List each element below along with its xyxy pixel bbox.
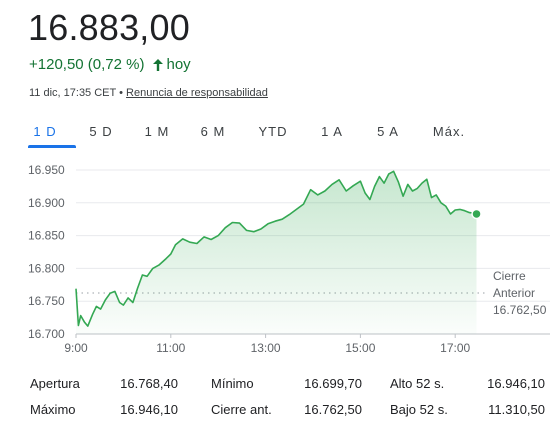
- tab-1d[interactable]: 1 D: [33, 124, 57, 139]
- stat-value-minimo: 16.699,70: [304, 376, 362, 391]
- y-tick-label: 16.700: [28, 327, 65, 341]
- x-tick-label: 11:00: [156, 341, 185, 355]
- price-change: +120,50 (0,72 %) hoy: [29, 56, 191, 73]
- stat-label-maximo: Máximo: [30, 402, 76, 417]
- stat-label-minimo: Mínimo: [211, 376, 254, 391]
- separator: •: [119, 87, 123, 99]
- x-tick-label: 9:00: [64, 341, 88, 355]
- x-tick-label: 15:00: [345, 341, 375, 355]
- y-axis: 16.950 16.900 16.850 16.800 16.750 16.700: [28, 163, 65, 341]
- price-chart[interactable]: 16.950 16.900 16.850 16.800 16.750 16.700 9:0…: [0, 150, 559, 360]
- tab-5a[interactable]: 5 A: [377, 124, 399, 139]
- change-period: hoy: [166, 56, 191, 73]
- tab-1a[interactable]: 1 A: [321, 124, 343, 139]
- change-amount: +120,50 (0,72 %): [29, 56, 145, 73]
- disclaimer-link[interactable]: Renuncia de responsabilidad: [126, 87, 268, 99]
- prev-close-value: 16.762,50: [493, 303, 547, 317]
- range-tabs: 1 D 5 D 1 M 6 M YTD 1 A 5 A Máx.: [28, 118, 548, 148]
- stats-row-1: Apertura 16.768,40 Mínimo 16.699,70 Alto…: [30, 376, 545, 396]
- y-tick-label: 16.900: [28, 196, 65, 210]
- stat-label-apertura: Apertura: [30, 376, 80, 391]
- active-tab-indicator: [28, 145, 76, 148]
- y-tick-label: 16.950: [28, 163, 65, 177]
- y-tick-label: 16.800: [28, 261, 65, 275]
- price-area: [76, 171, 477, 334]
- x-tick-label: 17:00: [440, 341, 470, 355]
- tab-5d[interactable]: 5 D: [89, 124, 113, 139]
- last-price-dot: [471, 208, 482, 220]
- stat-label-alto-52: Alto 52 s.: [390, 376, 445, 391]
- stat-value-maximo: 16.946,10: [120, 402, 178, 417]
- tab-max[interactable]: Máx.: [432, 124, 466, 139]
- stat-value-apertura: 16.768,40: [120, 376, 178, 391]
- y-tick-label: 16.850: [28, 229, 65, 243]
- stats-row-2: Máximo 16.946,10 Cierre ant. 16.762,50 B…: [30, 402, 545, 422]
- quote-meta: 11 dic, 17:35 CET • Renuncia de responsa…: [29, 87, 268, 99]
- y-tick-label: 16.750: [28, 294, 65, 308]
- tab-1m[interactable]: 1 M: [144, 124, 170, 139]
- stat-label-bajo-52: Bajo 52 s.: [390, 402, 448, 417]
- price-value: 16.883,00: [28, 7, 190, 48]
- stat-value-alto-52: 16.946,10: [487, 376, 545, 391]
- prev-close-label-2: Anterior: [493, 286, 535, 300]
- stat-label-cierre-ant: Cierre ant.: [211, 402, 272, 417]
- timestamp: 11 dic, 17:35 CET: [29, 87, 117, 99]
- tab-6m[interactable]: 6 M: [200, 124, 226, 139]
- x-axis: 9:00 11:00 13:00 15:00 17:00: [64, 334, 471, 355]
- arrow-up-icon: [151, 57, 165, 73]
- x-tick-label: 13:00: [251, 341, 281, 355]
- prev-close-label-1: Cierre: [493, 269, 526, 283]
- tab-ytd[interactable]: YTD: [258, 124, 288, 139]
- stat-value-cierre-ant: 16.762,50: [304, 402, 362, 417]
- stat-value-bajo-52: 11.310,50: [488, 402, 545, 417]
- price-line: [75, 170, 477, 327]
